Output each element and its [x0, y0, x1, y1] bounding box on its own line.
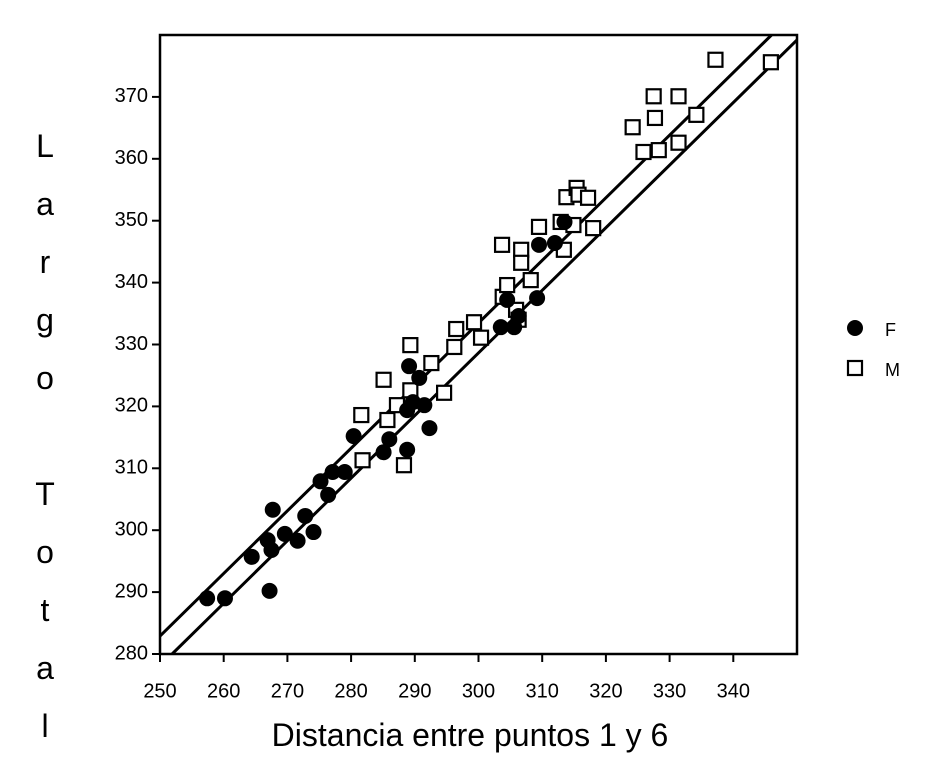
legend-marker	[846, 359, 864, 377]
point	[529, 290, 546, 307]
point	[423, 354, 440, 372]
point	[199, 590, 216, 607]
point	[395, 457, 413, 474]
point	[402, 337, 419, 354]
point	[312, 473, 329, 490]
point	[320, 486, 337, 503]
point	[381, 431, 398, 448]
point	[399, 441, 416, 458]
point	[297, 507, 314, 524]
y-tick-label: 290	[115, 580, 148, 602]
point	[762, 54, 779, 71]
x-tick-label: 330	[653, 680, 686, 702]
point	[263, 542, 280, 559]
x-tick-label: 270	[271, 680, 304, 702]
point	[261, 582, 278, 599]
point	[375, 371, 392, 388]
point	[531, 236, 548, 253]
point	[289, 532, 306, 549]
x-tick-label: 310	[526, 680, 559, 702]
point	[465, 314, 483, 331]
x-tick-label: 320	[589, 680, 622, 702]
y-tick-label: 280	[115, 642, 148, 664]
y-tick-label: 300	[115, 518, 148, 540]
point	[379, 411, 396, 429]
y-tick-label: 330	[115, 333, 148, 355]
legend-marker	[847, 320, 863, 336]
x-tick-label: 300	[462, 680, 495, 702]
point	[670, 134, 687, 151]
point	[530, 218, 548, 235]
point	[305, 524, 322, 541]
point	[416, 397, 433, 414]
point	[499, 276, 516, 294]
point	[354, 452, 371, 469]
point	[513, 254, 530, 271]
point	[446, 338, 463, 356]
point	[472, 329, 490, 346]
y-tick-label: 350	[115, 209, 148, 231]
fit-line	[158, 33, 773, 638]
legend-label: M	[885, 360, 900, 380]
point	[688, 106, 705, 123]
x-tick-label: 340	[717, 680, 750, 702]
point	[499, 291, 516, 308]
point	[375, 444, 392, 461]
legend-label: F	[885, 320, 896, 340]
point	[670, 88, 687, 105]
point	[324, 464, 341, 481]
y-tick-label: 340	[115, 271, 148, 293]
point	[624, 119, 641, 136]
point	[276, 525, 293, 542]
point	[645, 88, 662, 105]
point	[646, 109, 664, 127]
x-tick-label: 280	[334, 680, 367, 702]
y-tick-label: 370	[115, 85, 148, 107]
point	[264, 501, 281, 518]
x-tick-label: 250	[143, 680, 176, 702]
point	[635, 143, 652, 161]
point	[436, 384, 453, 401]
y-axis-title: Largo Total	[27, 128, 63, 766]
point	[421, 420, 438, 437]
point	[401, 358, 418, 375]
point	[353, 406, 370, 424]
x-tick-label: 260	[207, 680, 240, 702]
point	[216, 590, 233, 607]
point	[492, 319, 509, 336]
x-axis-title: Distancia entre puntos 1 y 6	[272, 717, 669, 753]
x-tick-label: 290	[398, 680, 431, 702]
point	[345, 428, 362, 445]
y-tick-label: 320	[115, 395, 148, 417]
fit-line	[171, 38, 799, 656]
point	[493, 236, 511, 253]
point	[707, 51, 724, 68]
y-tick-label: 360	[115, 147, 148, 169]
point	[522, 272, 539, 289]
point	[650, 142, 667, 159]
point	[336, 464, 353, 481]
point	[510, 308, 527, 325]
point	[585, 220, 602, 237]
point	[546, 234, 563, 251]
point	[411, 369, 428, 386]
point	[243, 548, 260, 565]
point	[556, 213, 573, 230]
point	[448, 320, 465, 338]
y-tick-label: 310	[115, 457, 148, 479]
point	[579, 189, 597, 206]
